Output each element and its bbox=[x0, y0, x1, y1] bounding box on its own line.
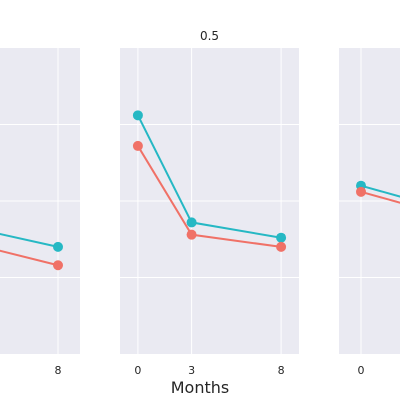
panel-2: 0 3 8 0.5 bbox=[120, 29, 299, 377]
panel-1: 8 bbox=[0, 48, 80, 377]
data-point bbox=[276, 232, 287, 243]
x-tick-label: 0 bbox=[358, 364, 365, 377]
series-line-1 bbox=[360, 184, 400, 198]
x-tick-label: 3 bbox=[188, 364, 195, 377]
series-line-1 bbox=[0, 232, 59, 248]
data-point bbox=[186, 229, 197, 240]
x-tick-label: 8 bbox=[278, 364, 285, 377]
data-point bbox=[276, 241, 287, 252]
data-point bbox=[53, 260, 63, 271]
x-axis-label: Months bbox=[171, 378, 229, 397]
series-line-2 bbox=[0, 249, 59, 267]
panel-title: 0.5 bbox=[200, 29, 219, 43]
data-point bbox=[132, 140, 143, 151]
x-tick-label: 8 bbox=[55, 364, 62, 377]
data-point bbox=[53, 241, 63, 252]
panel-3: 0 bbox=[339, 48, 400, 377]
data-point bbox=[356, 186, 366, 197]
series-line-2 bbox=[360, 190, 400, 204]
data-point bbox=[186, 217, 197, 228]
data-point bbox=[132, 110, 143, 121]
x-tick-label: 0 bbox=[134, 364, 141, 377]
